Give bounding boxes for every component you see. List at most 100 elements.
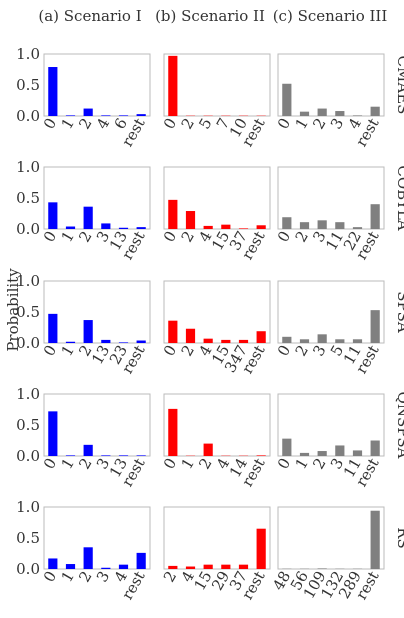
bar — [65, 341, 76, 343]
row-label: SPSA — [394, 291, 404, 333]
bar — [83, 320, 93, 343]
bar — [256, 225, 266, 229]
row-label: CMAES — [394, 56, 404, 115]
bar — [352, 115, 363, 116]
bar — [299, 452, 310, 456]
bar — [83, 108, 93, 116]
bar — [48, 313, 58, 343]
bar — [256, 331, 266, 343]
y-tick-label: 0.0 — [16, 107, 40, 125]
bar — [256, 528, 266, 569]
bar — [83, 547, 93, 569]
y-tick-label: 1.0 — [16, 158, 40, 176]
bar — [370, 310, 380, 343]
bar — [185, 328, 196, 343]
row-label: RS — [394, 527, 404, 549]
bar — [238, 339, 249, 343]
bar — [168, 199, 178, 229]
panel-frame — [163, 53, 271, 117]
y-tick-label: 0.0 — [16, 220, 40, 238]
bar — [48, 67, 58, 116]
column-title-3: (c) Scenario III — [273, 7, 388, 25]
bar — [238, 564, 249, 569]
row-label: QNSPSA — [394, 392, 404, 459]
panel-frame — [163, 393, 271, 457]
bar — [101, 455, 111, 456]
bar — [370, 440, 380, 456]
row-label: COBYLA — [394, 165, 404, 230]
bar — [83, 444, 93, 456]
column-title-1: (a) Scenario I — [38, 7, 141, 25]
y-tick-label: 1.0 — [16, 45, 40, 63]
bar — [118, 342, 129, 343]
bar — [335, 222, 345, 229]
bar — [48, 558, 58, 569]
panel-frame — [277, 506, 385, 570]
bar — [352, 227, 363, 229]
y-tick-label: 1.0 — [16, 272, 40, 290]
y-tick-label: 0.0 — [16, 560, 40, 578]
bar — [370, 204, 380, 229]
panel-frame — [277, 166, 385, 230]
y-axis-label: Probability — [4, 268, 22, 352]
bar — [317, 334, 327, 343]
bar — [118, 564, 129, 569]
bar — [118, 115, 129, 116]
y-tick-label: 0.0 — [16, 447, 40, 465]
bar — [83, 206, 93, 229]
bar — [282, 336, 292, 343]
bar — [282, 217, 292, 229]
bar — [335, 445, 345, 456]
bar — [256, 455, 266, 456]
bar — [168, 565, 178, 569]
panel-frame — [277, 280, 385, 344]
bar — [65, 226, 76, 229]
bar — [118, 227, 129, 229]
panel-frame — [43, 166, 151, 230]
bar — [299, 222, 310, 229]
bar — [136, 455, 146, 456]
column-title-2: (b) Scenario II — [155, 7, 265, 25]
bar — [370, 106, 380, 116]
bar — [317, 568, 327, 569]
bar — [48, 411, 58, 456]
panel-frame — [277, 53, 385, 117]
bar — [238, 228, 249, 229]
bar — [221, 224, 231, 229]
bar — [203, 225, 213, 229]
bar — [168, 55, 178, 116]
bar — [203, 338, 213, 343]
bar — [136, 227, 146, 229]
y-tick-label: 0.0 — [16, 334, 40, 352]
y-tick-label: 0.5 — [16, 189, 40, 207]
panel-frame — [163, 280, 271, 344]
bar — [282, 83, 292, 116]
y-tick-label: 1.0 — [16, 498, 40, 516]
bar — [335, 111, 345, 116]
panel-frame — [43, 393, 151, 457]
y-tick-label: 0.5 — [16, 303, 40, 321]
bar — [168, 408, 178, 456]
bar — [101, 567, 111, 569]
bar — [299, 111, 310, 116]
bar — [136, 114, 146, 116]
bar — [168, 320, 178, 343]
bar — [352, 339, 363, 343]
bar — [101, 223, 111, 229]
bar — [352, 450, 363, 456]
bar — [48, 202, 58, 229]
